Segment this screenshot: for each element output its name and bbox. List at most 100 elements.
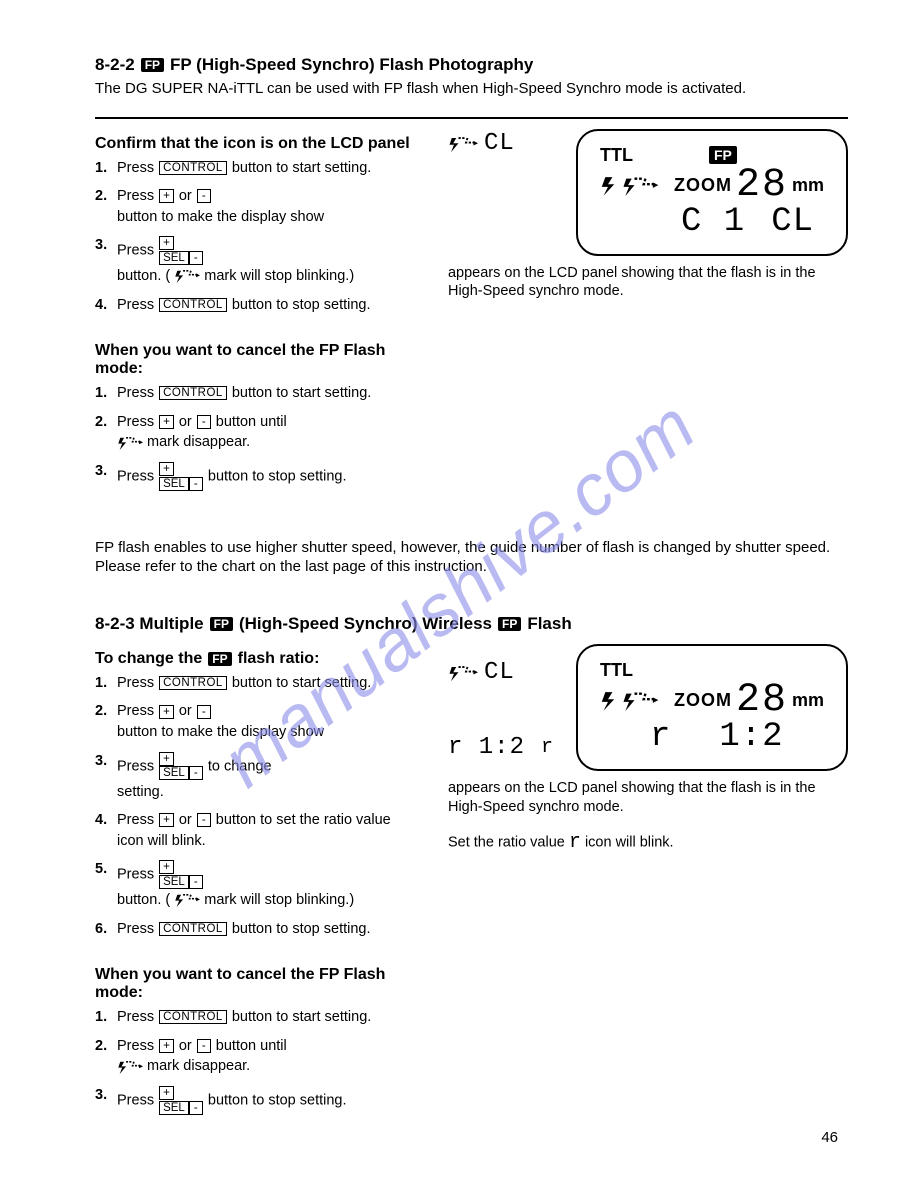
lcd-ttl: TTL [600,660,633,681]
step-text: setting. [117,784,164,800]
control-key: CONTROL [159,298,227,312]
lcd-panel-1: TTL FP ZOOM 28 mm C 1 [576,129,848,256]
minus-key: - [197,189,211,203]
right-text-c2c: icon will blink. [585,835,674,851]
step-text: button to make the display show [117,209,324,225]
step-text: or [179,188,196,204]
plus-key: + [159,415,174,429]
sel-key-stack: + SEL- [159,752,203,781]
section-heading-2: 8-2-3 Multiple FP (High-Speed Synchro) W… [95,614,848,634]
minus-key: - [197,1039,211,1053]
step-text: Press [117,385,158,401]
lcd-line3b: 1:2 [719,721,783,753]
control-key: CONTROL [159,922,227,936]
divider [95,117,848,119]
bolt-dashed-icon [174,892,200,908]
sel-key-stack: + SEL- [159,236,203,265]
bolt-dashed-icon [620,175,660,197]
bolt-solid-icon [600,175,616,197]
sel-key-stack: + SEL- [159,1086,203,1115]
heading-num: 8-2-3 Multiple [95,614,204,634]
lcd-line3a: r [650,721,671,753]
fp-badge: FP [498,617,521,631]
lcd-panel-2: TTL ZOOM 28 mm r 1:2 [576,644,848,771]
lcd-mm: mm [792,175,824,196]
lcd-ttl: TTL [600,145,633,166]
control-key: CONTROL [159,161,227,175]
steps-block-d: 1. Press CONTROL button to start setting… [95,1008,418,1115]
lcd-text: CL [484,658,515,689]
step-text: Press [117,921,158,937]
sel-key-stack: + SEL- [159,462,203,491]
step-text: Press [117,675,158,691]
ratio-title: To change the FP flash ratio: [95,650,418,668]
minus-key: - [197,813,211,827]
heading-num: 8-2-2 [95,55,135,75]
step-text: icon will blink. [117,833,206,849]
right-text-a: appears on the LCD panel showing that th… [448,264,848,301]
step-text: button to start setting. [232,675,371,691]
step-text: Press [117,297,158,313]
sel-key-stack: + SEL- [159,860,203,889]
bolt-dashed-icon [448,135,478,153]
lcd-zoom-label: ZOOM [674,175,732,196]
right-text-c1: appears on the LCD panel showing that th… [448,779,848,816]
control-key: CONTROL [159,676,227,690]
step-text: Press [117,812,158,828]
fp-badge: FP [208,652,231,666]
bolt-dashed-icon [448,664,478,682]
subsection-title: Confirm that the icon is on the LCD pane… [95,135,418,153]
step-text: Press [117,1092,158,1108]
step-text: button until [216,414,287,430]
lcd-line3a: C 1 [681,206,745,238]
step-text: button until [216,1038,287,1054]
minus-key: - [197,415,211,429]
step-text: button to stop setting. [232,297,371,313]
bolt-solid-icon [600,690,616,712]
plus-key: + [159,189,174,203]
steps-block-c: 1. Press CONTROL button to start setting… [95,674,418,938]
control-key: CONTROL [159,386,227,400]
heading-text: (High-Speed Synchro) Wireless [239,614,492,634]
step-text: button to make the display show [117,724,324,740]
lcd-text: r 1:2 [448,733,525,764]
right-text-c2a: Set the ratio value [448,835,569,851]
fp-badge: FP [210,617,233,631]
plus-key: + [159,705,174,719]
step-text: button to start setting. [232,385,371,401]
step-text: mark will stop blinking.) [204,892,354,908]
lcd-mm: mm [792,690,824,711]
step-text: Press [117,160,158,176]
cancel-title: When you want to cancel the FP Flash mod… [95,342,418,378]
steps-block-b: 1. Press CONTROL button to start setting… [95,384,418,491]
lcd-zoom-val: 28 [736,683,788,719]
lcd-zoom-val: 28 [736,168,788,204]
step-text: Press [117,414,158,430]
lcd-text: CL [484,129,515,160]
lcd-line3b: CL [771,206,814,238]
intro-text: The DG SUPER NA-iTTL can be used with FP… [95,79,848,99]
step-text: to change [208,758,272,774]
steps-block-a: 1. Press CONTROL button to start setting… [95,159,418,315]
step-text: mark will stop blinking.) [204,268,354,284]
plus-key: + [159,813,174,827]
cancel-title-2: When you want to cancel the FP Flash mod… [95,966,418,1002]
heading-tail: Flash [527,614,571,634]
step-text: button to stop setting. [208,1092,347,1108]
minus-key: - [197,705,211,719]
bolt-dashed-icon [620,690,660,712]
lcd-zoom-label: ZOOM [674,690,732,711]
bolt-dashed-icon [117,1059,143,1075]
step-text: button to start setting. [232,1009,371,1025]
step-text: or [179,812,196,828]
step-text: Press [117,1009,158,1025]
heading-text: FP (High-Speed Synchro) Flash Photograph… [170,55,533,75]
step-text: Press [117,758,158,774]
step-text: mark disappear. [147,434,250,450]
mid-paragraph: FP flash enables to use higher shutter s… [95,538,848,577]
step-text: or [179,1038,196,1054]
step-text: button to stop setting. [232,921,371,937]
step-text: Press [117,468,158,484]
step-text: Press [117,866,158,882]
step-text: Press [117,242,158,258]
